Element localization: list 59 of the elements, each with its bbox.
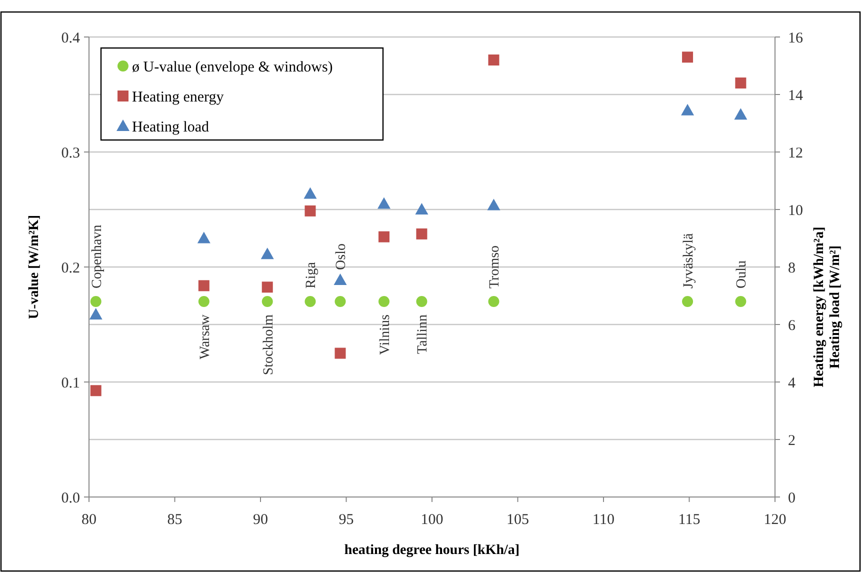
point xyxy=(90,385,102,396)
x-tick-label: 85 xyxy=(167,512,182,528)
point xyxy=(334,348,346,359)
y2-tick-label: 6 xyxy=(788,318,796,334)
annotation: Copenhavn xyxy=(90,224,105,288)
annotation: Riga xyxy=(304,261,320,288)
annotation: Stockholm xyxy=(261,314,276,376)
y-axis-title: U-value [W/m²K] xyxy=(27,214,42,320)
y2-tick-label: 10 xyxy=(788,202,803,219)
point xyxy=(488,54,500,66)
y2-tick-label: 2 xyxy=(788,432,796,449)
x-tick-label: 105 xyxy=(506,512,529,528)
y-tick-label: 0.1 xyxy=(61,375,80,392)
annotation: Tromso xyxy=(488,245,503,288)
legend-label: Heating energy xyxy=(132,89,224,106)
legend-label: ø U-value (envelope & windows) xyxy=(132,59,333,76)
x-tick-label: 90 xyxy=(253,512,268,528)
point xyxy=(416,228,428,240)
point xyxy=(487,198,500,210)
point xyxy=(378,231,390,242)
point xyxy=(304,205,316,216)
x-tick-label: 80 xyxy=(82,512,96,528)
point xyxy=(415,203,428,214)
y2-tick-label: 12 xyxy=(788,145,803,162)
x-tick-label: 110 xyxy=(592,512,614,528)
point xyxy=(260,248,274,260)
point xyxy=(681,104,694,116)
y-tick-label: 0.0 xyxy=(61,490,80,506)
point xyxy=(197,232,210,244)
y-tick-label: 0.3 xyxy=(61,145,80,162)
point xyxy=(334,273,347,285)
y-tick-label: 0.2 xyxy=(61,260,80,276)
point xyxy=(89,308,102,320)
point xyxy=(734,108,748,120)
annotation: Tallinn xyxy=(416,314,431,354)
y2-tick-label: 4 xyxy=(788,375,796,392)
annotation: Vilnius xyxy=(378,314,393,355)
annotation: Oulu xyxy=(734,260,750,288)
x-tick-label: 100 xyxy=(420,512,444,528)
x-axis-title: heating degree hours [kKh/a] xyxy=(344,543,520,558)
point xyxy=(304,187,317,199)
point xyxy=(262,282,273,293)
annotation: Warsaw xyxy=(198,314,213,360)
y-tick-label: 0.4 xyxy=(61,30,80,46)
y2-tick-label: 0 xyxy=(788,490,796,506)
x-tick-label: 115 xyxy=(678,512,700,528)
y2-tick-label: 16 xyxy=(788,30,804,46)
annotation: Jyväskylä xyxy=(682,232,697,288)
point xyxy=(377,197,390,209)
annotation: Oslo xyxy=(334,243,350,270)
x-tick-label: 95 xyxy=(338,512,354,528)
y2-tick-label: 8 xyxy=(788,260,796,276)
y2-tick-label: 14 xyxy=(788,88,804,104)
y2-axis-title: Heating energy [kWh/m²a] Heating load [W/m²] xyxy=(812,226,843,388)
legend-label: Heating load xyxy=(132,119,210,136)
x-tick-label: 120 xyxy=(764,512,786,528)
point xyxy=(198,280,210,292)
point xyxy=(735,78,746,88)
point xyxy=(682,52,694,63)
